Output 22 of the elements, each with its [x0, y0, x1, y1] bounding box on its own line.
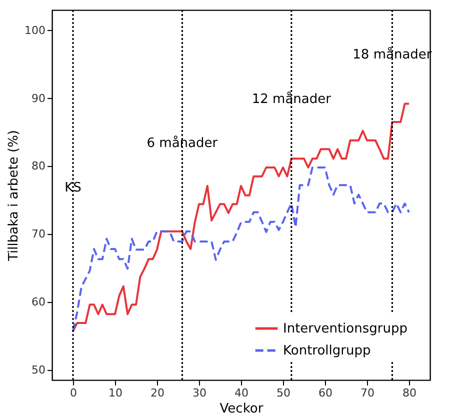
x-axis-title: Veckor: [220, 402, 264, 416]
legend-label: Interventionsgrupp: [283, 322, 408, 336]
y-tick-label: 50: [32, 363, 46, 376]
y-tick-label: 70: [32, 228, 46, 241]
x-tick-label: 10: [108, 386, 122, 400]
y-axis-title: Tillbaka i arbete (%): [6, 130, 22, 262]
y-tick-label: 80: [32, 160, 46, 173]
x-tick-label: 40: [234, 386, 248, 400]
x-tick-label: 0: [70, 386, 77, 400]
x-tick-label: 20: [150, 386, 164, 400]
ref-line-label: KS: [64, 180, 82, 196]
x-tick-label: 60: [318, 386, 332, 400]
x-tick-label: 50: [276, 386, 290, 400]
x-tick-label: 80: [402, 386, 416, 400]
y-tick-label: 90: [32, 92, 46, 105]
x-tick-label: 70: [360, 386, 374, 400]
x-tick-label: 30: [192, 386, 206, 400]
y-tick-label: 100: [24, 24, 46, 37]
ref-line-label: 6 månader: [146, 135, 218, 152]
ref-line-label: 12 månader: [252, 90, 332, 107]
legend-label: Kontrollgrupp: [283, 344, 371, 358]
y-tick-label: 60: [32, 295, 46, 308]
